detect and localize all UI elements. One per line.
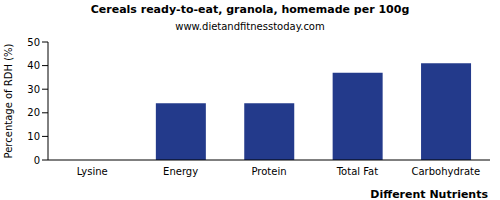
svg-text:Total Fat: Total Fat xyxy=(336,166,378,177)
svg-text:30: 30 xyxy=(27,84,40,95)
html-text:Cereals ready-to-eat, granola,: Cereals ready-to-eat, granola, homemade … xyxy=(90,3,410,16)
svg-text:0: 0 xyxy=(34,155,40,166)
svg-text:Carbohydrate: Carbohydrate xyxy=(411,166,480,177)
svg-text:Protein: Protein xyxy=(251,166,286,177)
svg-text:Energy: Energy xyxy=(163,166,198,177)
svg-text:Percentage of RDH (%): Percentage of RDH (%) xyxy=(8,43,14,158)
svg-text:Lysine: Lysine xyxy=(77,166,108,177)
svg-text:10: 10 xyxy=(27,131,40,142)
svg-text:50: 50 xyxy=(27,37,40,48)
svg-text:Different Nutrients: Different Nutrients xyxy=(370,188,488,200)
svg-text:40: 40 xyxy=(27,60,40,71)
svg-text:20: 20 xyxy=(27,107,40,118)
html-text:www.dietandfitnesstoday.com: www.dietandfitnesstoday.com xyxy=(175,21,325,32)
